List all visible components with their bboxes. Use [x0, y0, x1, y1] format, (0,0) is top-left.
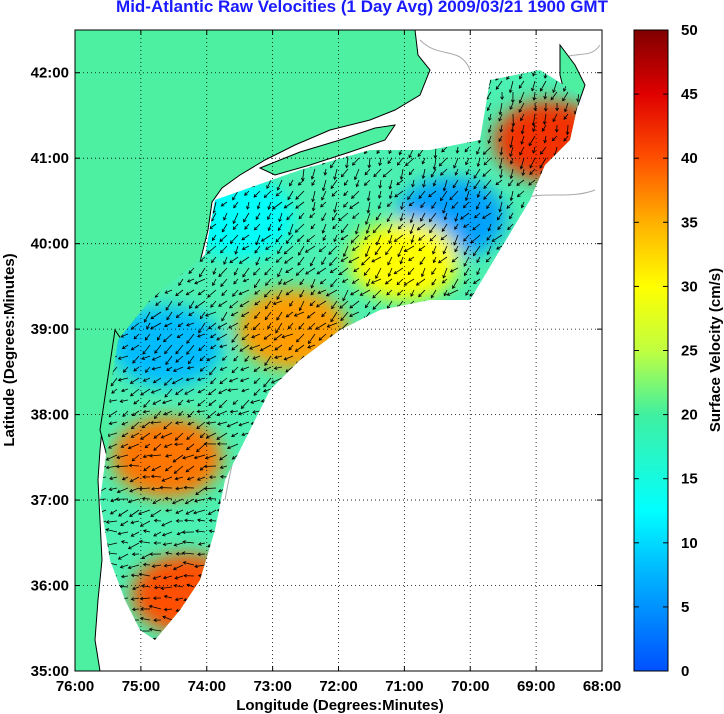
colorbar: [633, 29, 669, 672]
colorbar-tick-label: 0: [681, 663, 689, 680]
x-axis-label: Longitude (Degrees:Minutes): [236, 697, 444, 714]
x-tick-label: 71:00: [385, 678, 423, 695]
colorbar-tick-label: 45: [681, 86, 698, 103]
x-tick-label: 73:00: [253, 678, 291, 695]
y-tick-label: 39:00: [31, 321, 69, 338]
x-tick-label: 69:00: [517, 678, 555, 695]
colorbar-tick-label: 50: [681, 22, 698, 39]
axis-ticks: 76:00 75:00 74:00 73:00 72:00 71:00 70:00 69:00…: [31, 30, 621, 695]
x-tick-label: 68:00: [583, 678, 621, 695]
colorbar-tick-label: 15: [681, 471, 698, 488]
colorbar-tick-label: 20: [681, 407, 698, 424]
speed-region: [112, 417, 223, 498]
y-tick-label: 40:00: [31, 236, 69, 253]
y-tick-label: 37:00: [31, 492, 69, 509]
colorbar-tick-label: 35: [681, 214, 698, 231]
x-tick-label: 75:00: [122, 678, 160, 695]
y-tick-label: 38:00: [31, 407, 69, 424]
y-tick-label: 41:00: [31, 150, 69, 167]
colorbar-tick-label: 10: [681, 535, 698, 552]
colorbar-tick-label: 30: [681, 278, 698, 295]
y-axis-label: Latitude (Degrees:Minutes): [1, 253, 18, 446]
chart-title: Mid-Atlantic Raw Velocities (1 Day Avg) …: [116, 0, 608, 16]
colorbar-ticks: 0 5 10 15 20 25 30 35 40 45 50: [634, 22, 698, 680]
colorbar-tick-label: 25: [681, 343, 698, 360]
x-tick-label: 76:00: [56, 678, 94, 695]
x-tick-label: 72:00: [319, 678, 357, 695]
colorbar-tick-label: 40: [681, 150, 698, 167]
x-tick-label: 70:00: [451, 678, 489, 695]
grid-lines: [75, 30, 602, 671]
colorbar-tick-label: 5: [681, 599, 689, 616]
long-island: [258, 124, 397, 176]
y-tick-label: 42:00: [31, 65, 69, 82]
colorbar-label: Surface Velocity (cm/s): [707, 268, 724, 432]
x-tick-label: 74:00: [188, 678, 226, 695]
y-tick-label: 35:00: [31, 663, 69, 680]
y-tick-label: 36:00: [31, 578, 69, 595]
speed-region: [112, 306, 223, 387]
